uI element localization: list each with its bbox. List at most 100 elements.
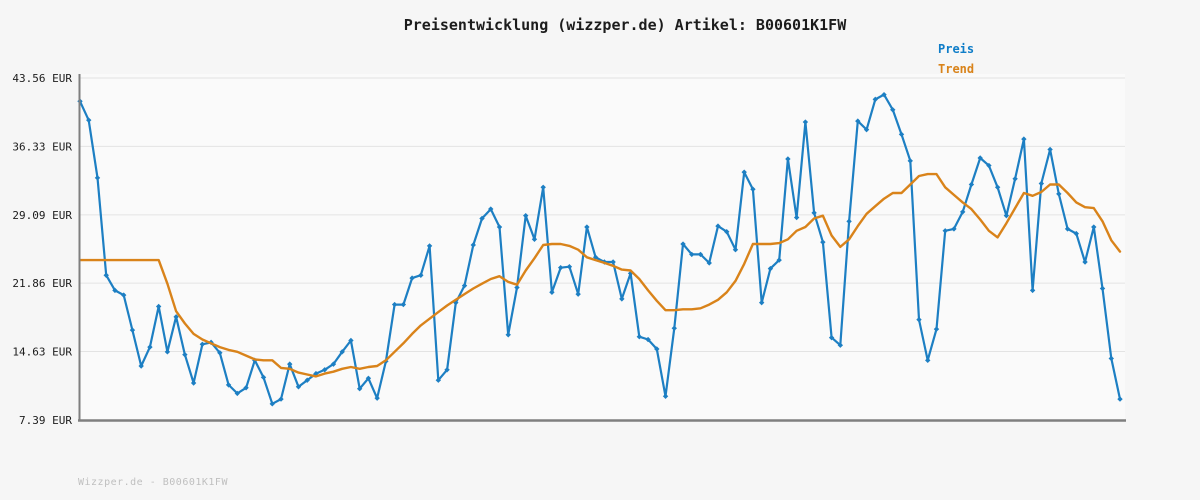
price-point-marker [260,374,267,381]
price-point-marker [217,350,223,356]
price-point-marker [654,346,660,352]
price-point-marker [1029,287,1036,294]
price-point-marker [278,396,284,402]
price-point-marker [968,181,975,188]
price-point-marker [706,260,712,266]
price-point-marker [173,314,179,320]
price-point-marker [724,229,730,235]
price-point-marker [287,361,293,367]
price-point-marker [942,228,948,234]
price-point-marker [112,287,118,294]
price-point-marker [925,357,931,364]
price-trend-line-chart: 43.56 EUR 36.33 EUR 29.09 EUR 21.86 EUR 14.6… [12,72,1126,427]
price-point-marker [837,342,844,348]
price-point-marker [802,119,809,125]
legend-trend-label: Trend [938,62,975,76]
price-point-marker [811,210,817,216]
price-point-marker [243,385,249,391]
price-point-marker [348,337,354,344]
price-point-marker [610,259,616,265]
price-point-marker [671,325,677,331]
price-point-marker [1108,355,1114,362]
price-point-marker [374,395,380,401]
price-point-marker [986,162,992,169]
price-point-marker [199,341,206,347]
price-point-marker [356,386,363,392]
price-point-marker [295,384,302,390]
price-point-marker [1012,176,1018,182]
price-point-marker [575,291,581,297]
price-point-marker [1082,259,1088,265]
price-point-marker [138,363,144,369]
price-point-marker [330,361,337,367]
price-point-marker [785,156,791,162]
price-point-marker [225,382,232,388]
price-point-marker [820,239,826,245]
price-point-marker [400,301,407,308]
price-point-marker [1056,191,1062,197]
price-point-marker [933,326,940,332]
price-point-marker [234,390,241,397]
price-point-marker [94,175,101,181]
price-point-marker [86,117,92,123]
price-point-marker [147,344,153,350]
price-point-marker [409,275,415,281]
plot-area [80,74,1125,420]
price-point-marker [566,264,573,270]
price-point-marker [470,242,476,248]
price-point-marker [120,292,127,298]
price-point-marker [164,349,171,355]
price-point-marker [523,212,529,219]
price-point-marker [1073,230,1080,237]
price-point-marker [129,327,136,333]
price-point-marker [426,243,433,249]
price-point-marker [540,184,546,191]
y-axis-tick-label: 36.33 EUR [12,140,72,153]
price-point-marker [959,209,966,215]
price-point-marker [881,91,887,98]
price-point-marker [916,316,922,323]
price-point-marker [514,284,520,291]
price-point-marker [1038,180,1045,187]
price-point-marker [444,367,450,373]
price-point-marker [977,155,983,161]
legend-price-label: Preis [938,42,975,56]
price-point-marker [890,107,896,113]
price-point-marker [846,218,852,225]
price-point-marker [190,380,197,386]
price-point-marker [619,296,625,302]
price-point-marker [488,206,494,212]
price-point-marker [898,131,905,138]
price-point-marker [697,251,704,258]
price-point-marker [872,96,878,103]
price-point-marker [636,333,643,340]
price-point-marker [994,184,1001,191]
price-point-marker [505,332,511,338]
price-point-marker [304,377,310,383]
price-point-marker [1099,285,1106,292]
price-point-marker [662,393,669,399]
price-point-marker [269,401,275,407]
price-point-marker [793,214,800,221]
price-point-marker [1091,224,1097,230]
price-point-marker [1047,146,1053,153]
price-point-marker [182,351,188,358]
price-point-marker [689,251,695,258]
chart-legend: Preis Trend [938,39,974,79]
price-point-marker [750,186,756,192]
price-point-marker [1064,226,1071,232]
price-point-marker [461,282,468,289]
price-point-marker [339,349,345,355]
price-point-marker [951,226,957,232]
price-point-marker [479,215,485,222]
price-point-marker [680,241,686,247]
y-axis-tick-label: 7.39 EUR [19,414,72,427]
price-point-marker [549,289,555,295]
price-point-marker [365,375,372,382]
chart-title: Preisentwicklung (wizzper.de) Artikel: B… [403,16,847,34]
price-point-marker [645,336,651,343]
price-point-marker [1021,136,1027,142]
price-point-marker [863,126,870,133]
price-point-marker [855,118,861,124]
